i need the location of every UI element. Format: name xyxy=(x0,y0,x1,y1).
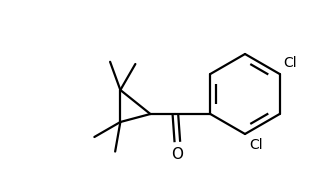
Text: O: O xyxy=(171,147,183,162)
Text: Cl: Cl xyxy=(284,56,297,70)
Text: Cl: Cl xyxy=(249,138,263,152)
